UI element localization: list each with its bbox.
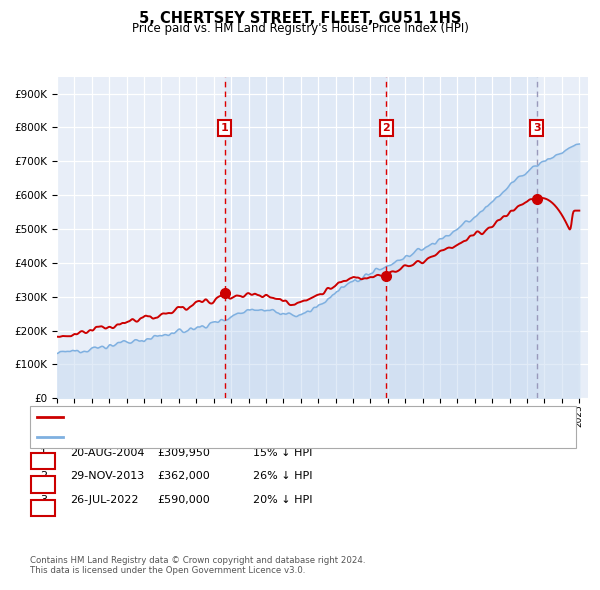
Text: 1: 1 (40, 448, 47, 457)
Text: 2: 2 (382, 123, 390, 133)
Text: 2: 2 (40, 471, 47, 481)
Text: HPI: Average price, detached house, Hart: HPI: Average price, detached house, Hart (67, 432, 283, 442)
Bar (225, 77, 537, 398)
Text: £590,000: £590,000 (157, 495, 210, 504)
Text: 5, CHERTSEY STREET, FLEET, GU51 1HS (detached house): 5, CHERTSEY STREET, FLEET, GU51 1HS (det… (67, 412, 368, 422)
Text: Contains HM Land Registry data © Crown copyright and database right 2024.
This d: Contains HM Land Registry data © Crown c… (30, 556, 365, 575)
Text: 5, CHERTSEY STREET, FLEET, GU51 1HS: 5, CHERTSEY STREET, FLEET, GU51 1HS (139, 11, 461, 25)
Text: £309,950: £309,950 (157, 448, 210, 457)
Text: 26% ↓ HPI: 26% ↓ HPI (253, 471, 313, 481)
Text: 3: 3 (533, 123, 541, 133)
Text: £362,000: £362,000 (157, 471, 210, 481)
Text: 20-AUG-2004: 20-AUG-2004 (70, 448, 145, 457)
Text: Price paid vs. HM Land Registry's House Price Index (HPI): Price paid vs. HM Land Registry's House … (131, 22, 469, 35)
Text: 29-NOV-2013: 29-NOV-2013 (70, 471, 145, 481)
Text: 20% ↓ HPI: 20% ↓ HPI (253, 495, 313, 504)
Text: 3: 3 (40, 495, 47, 504)
Text: 1: 1 (221, 123, 229, 133)
Text: 15% ↓ HPI: 15% ↓ HPI (253, 448, 313, 457)
Text: 26-JUL-2022: 26-JUL-2022 (70, 495, 139, 504)
